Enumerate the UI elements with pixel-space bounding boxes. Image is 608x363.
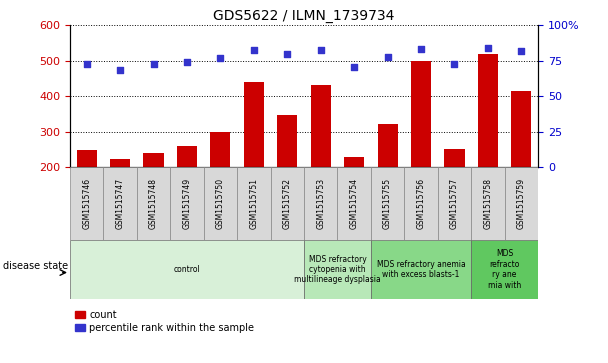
Text: MDS
refracto
ry ane
mia with: MDS refracto ry ane mia with [488,249,521,290]
Bar [70,167,103,240]
Point [349,64,359,70]
Point [249,47,259,53]
Bar [478,54,498,167]
Text: GSM1515748: GSM1515748 [149,178,158,229]
Point [483,45,493,50]
Bar [511,91,531,167]
Point [517,48,527,54]
Bar [110,159,130,167]
Title: GDS5622 / ILMN_1739734: GDS5622 / ILMN_1739734 [213,9,395,23]
Text: GSM1515755: GSM1515755 [383,178,392,229]
Bar [411,61,431,167]
Bar [438,167,471,240]
Bar [378,124,398,167]
Text: GSM1515752: GSM1515752 [283,178,292,229]
Text: GSM1515758: GSM1515758 [483,178,492,229]
Text: GSM1515750: GSM1515750 [216,178,225,229]
Bar [177,146,197,167]
Bar [204,167,237,240]
Text: GSM1515757: GSM1515757 [450,178,459,229]
Bar [304,240,371,299]
Point [316,47,326,53]
Bar [311,85,331,167]
Bar [505,167,538,240]
Bar [237,167,271,240]
Text: GSM1515747: GSM1515747 [116,178,125,229]
Bar [471,240,538,299]
Bar [371,240,471,299]
Text: MDS refractory anemia
with excess blasts-1: MDS refractory anemia with excess blasts… [377,260,465,279]
Bar [404,167,438,240]
Bar [344,157,364,167]
Bar [371,167,404,240]
Bar [77,150,97,167]
Bar [244,82,264,167]
Bar [304,167,337,240]
Text: GSM1515756: GSM1515756 [416,178,426,229]
Text: GSM1515753: GSM1515753 [316,178,325,229]
Text: disease state: disease state [3,261,68,271]
Bar [103,167,137,240]
Point [115,67,125,73]
Legend: count, percentile rank within the sample: count, percentile rank within the sample [75,310,254,333]
Point [148,61,158,67]
Point [282,51,292,57]
Point [449,61,460,66]
Text: GSM1515746: GSM1515746 [82,178,91,229]
Bar [70,240,304,299]
Bar [137,167,170,240]
Point [182,58,192,64]
Text: GSM1515754: GSM1515754 [350,178,359,229]
Text: GSM1515749: GSM1515749 [182,178,192,229]
Bar [444,149,465,167]
Point [383,54,393,60]
Bar [337,167,371,240]
Point [416,46,426,52]
Bar [271,167,304,240]
Bar [143,153,164,167]
Bar [471,167,505,240]
Point [215,55,225,61]
Text: GSM1515759: GSM1515759 [517,178,526,229]
Bar [210,132,230,167]
Bar [277,115,297,167]
Bar [170,167,204,240]
Text: GSM1515751: GSM1515751 [249,178,258,229]
Point [81,61,91,67]
Text: control: control [174,265,200,274]
Text: MDS refractory
cytopenia with
multilineage dysplasia: MDS refractory cytopenia with multilinea… [294,254,381,285]
